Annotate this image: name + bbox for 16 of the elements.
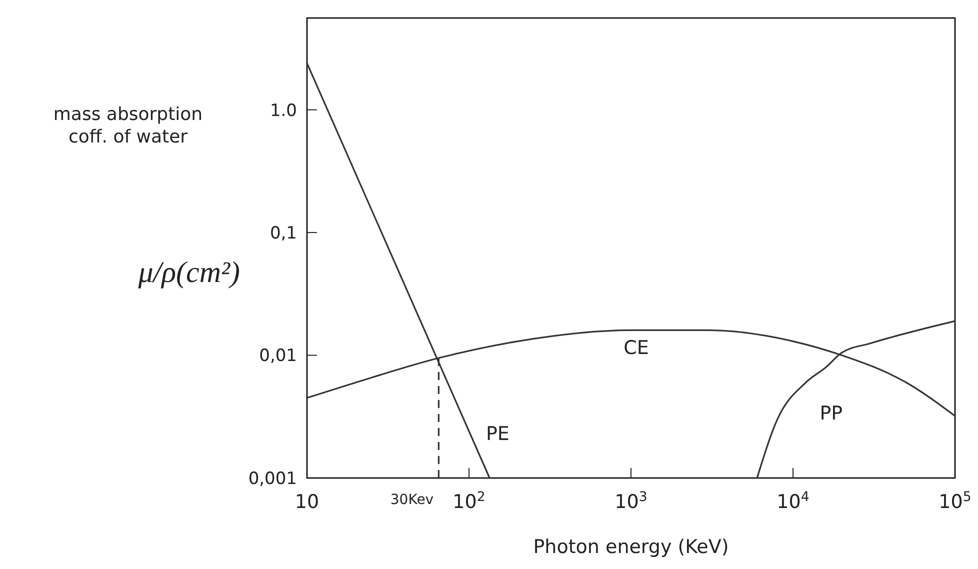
x-tick-label: 10$^{2}$ xyxy=(452,490,486,513)
series-label: CE xyxy=(624,337,649,360)
x-axis-title: Photon energy (KeV) xyxy=(533,536,729,558)
y-tick-label: 0,1 xyxy=(270,224,297,244)
y-tick-label: 0,001 xyxy=(248,468,297,489)
x-tick-label: 10$^{5}$ xyxy=(938,490,972,513)
y-tick-label: 1.0 xyxy=(270,100,297,121)
y-axis-title: mass absorption coff. of water xyxy=(53,104,203,148)
x-tick-label: 10$^{3}$ xyxy=(614,490,648,513)
series-label: PE xyxy=(486,423,510,446)
x-tick-label: 10$^{4}$ xyxy=(776,490,810,513)
y-tick-label: 0,01 xyxy=(259,346,297,366)
series-label: PP xyxy=(820,402,843,425)
text: μ/ρ(cm²) xyxy=(137,256,240,289)
x-tick-label: 10 xyxy=(294,491,320,513)
text: 30Kev xyxy=(390,492,434,508)
